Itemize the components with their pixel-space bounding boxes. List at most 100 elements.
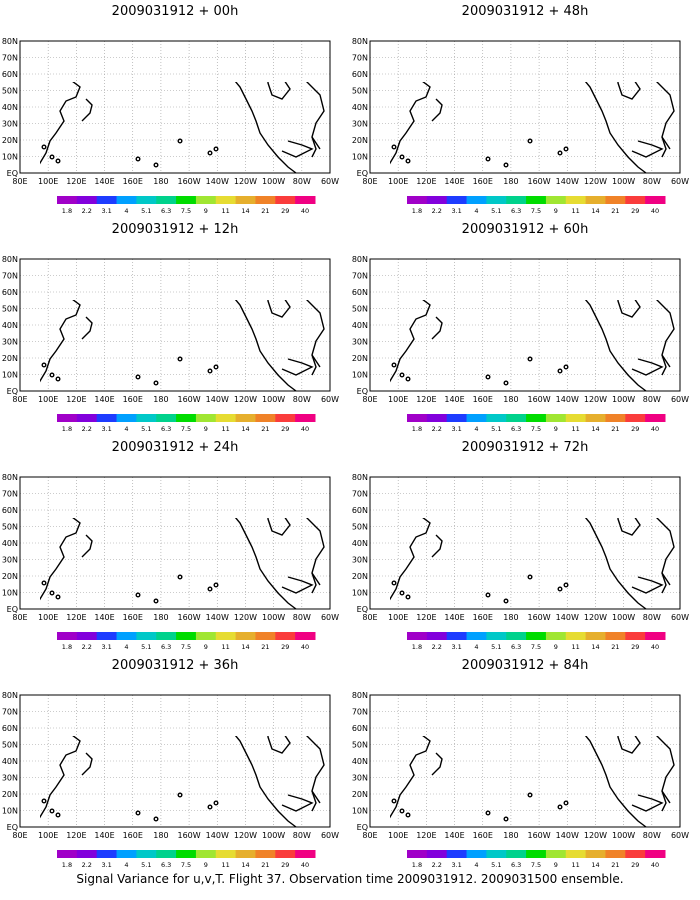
colorbar-swatch [426,196,448,204]
coastline [76,713,138,725]
colorbar-label: 40 [301,861,309,869]
map-frame [19,40,331,174]
latitude-label: 60N [352,724,368,733]
colorbar-swatch [235,196,256,204]
colorbar-label: 21 [611,643,619,651]
map-gridlines [20,695,330,827]
island [135,374,141,380]
latitude-label: 20N [2,790,18,799]
island [485,374,491,380]
colorbar-swatch [116,196,137,204]
longitude-label: 160E [473,613,493,622]
island [177,792,183,798]
colorbar-swatch [116,414,137,422]
colorbar-label: 2.2 [432,643,442,651]
forecast-panel: 80N 70N 60N 50N 40N 30N 20N 10N EQ 80E 100E 120E 140… [0,654,350,872]
longitude-label: 100E [388,613,408,622]
longitude-label: 100W [612,613,635,622]
latitude-label: 20N [2,572,18,581]
colorbar-label: 7.5 [531,861,541,869]
island [527,356,533,362]
longitude-label: 140W [556,177,579,186]
colorbar-label: 9 [204,861,208,869]
latitude-label: 80N [352,691,368,700]
longitude-label: 140W [556,613,579,622]
colorbar-swatch [526,414,547,422]
colorbar-swatch [526,632,547,640]
colorbar-label: 6.3 [161,207,171,215]
colorbar-swatch [96,850,118,858]
island [503,162,509,168]
coastline [281,358,314,376]
panel-title: 2009031912 + 84h [461,658,589,673]
latitude-label: 70N [352,272,368,281]
latitude-label: 50N [2,305,18,314]
colorbar-label: 3.1 [101,643,111,651]
island [563,364,569,370]
latitude-label: 20N [352,136,368,145]
island [49,372,55,378]
colorbar-swatch [235,414,256,422]
colorbar-swatch [645,196,666,204]
colorbar-swatch [136,632,157,640]
island [49,808,55,814]
colorbar-swatch [486,196,507,204]
coastline [311,354,317,376]
colorbar-swatch [156,414,177,422]
colorbar-swatch [625,632,646,640]
colorbar-label: 2.2 [82,425,92,433]
colorbar-label: 3.1 [451,643,461,651]
longitude-label: 160E [123,395,143,404]
colorbar-swatch [116,850,137,858]
colorbar-swatch [407,850,428,858]
colorbar-label: 5.1 [491,643,501,651]
longitude-label: 100E [38,831,58,840]
forecast-panel: 80N 70N 60N 50N 40N 30N 20N 10N EQ 80E 100E 120E 140… [350,654,700,872]
longitude-label: 140W [206,177,229,186]
coastline [580,47,680,75]
coastline [81,534,93,558]
forecast-panel: 80N 70N 60N 50N 40N 30N 20N 10N EQ 80E 100E 120E 140… [0,218,350,436]
colorbar-label: 3.1 [451,425,461,433]
latitude-label: 40N [352,103,368,112]
longitude-label: 80W [643,831,661,840]
colorbar-label: 9 [554,207,558,215]
colorbar-swatch [446,196,468,204]
longitude-label: 160E [123,613,143,622]
coastline [431,534,443,558]
longitude-label: 100W [612,395,635,404]
coastline [431,98,443,122]
colorbar-swatch [545,196,567,204]
colorbar-label: 6.3 [511,207,521,215]
colorbar-label: 1.8 [62,643,72,651]
island [207,804,213,810]
colorbar-swatch [625,196,646,204]
map-gridlines [20,259,330,391]
colorbar-label: 4 [124,643,128,651]
longitude-label: 180 [153,395,168,404]
latitude-label: 30N [2,338,18,347]
island [391,580,397,586]
longitude-label: 100W [262,177,285,186]
colorbar-swatch [446,632,468,640]
coastline [306,736,325,804]
coastline [230,265,330,293]
latitude-label: 10N [2,371,18,380]
colorbar-label: 4 [124,861,128,869]
coastline [306,300,325,368]
colorbar-swatch [585,414,606,422]
colorbar-swatch [426,850,448,858]
island [399,372,405,378]
colorbar-label: 14 [591,643,599,651]
map-gridlines [370,41,680,173]
colorbar-swatch [565,632,587,640]
island [527,792,533,798]
coastline [426,713,488,725]
coastlines [390,518,675,610]
latitude-label: 80N [352,255,368,264]
longitude-label: 80E [12,395,27,404]
colorbar-label: 29 [281,643,289,651]
longitude-label: 120W [234,395,257,404]
island [527,574,533,580]
longitude-label: 80W [293,395,311,404]
